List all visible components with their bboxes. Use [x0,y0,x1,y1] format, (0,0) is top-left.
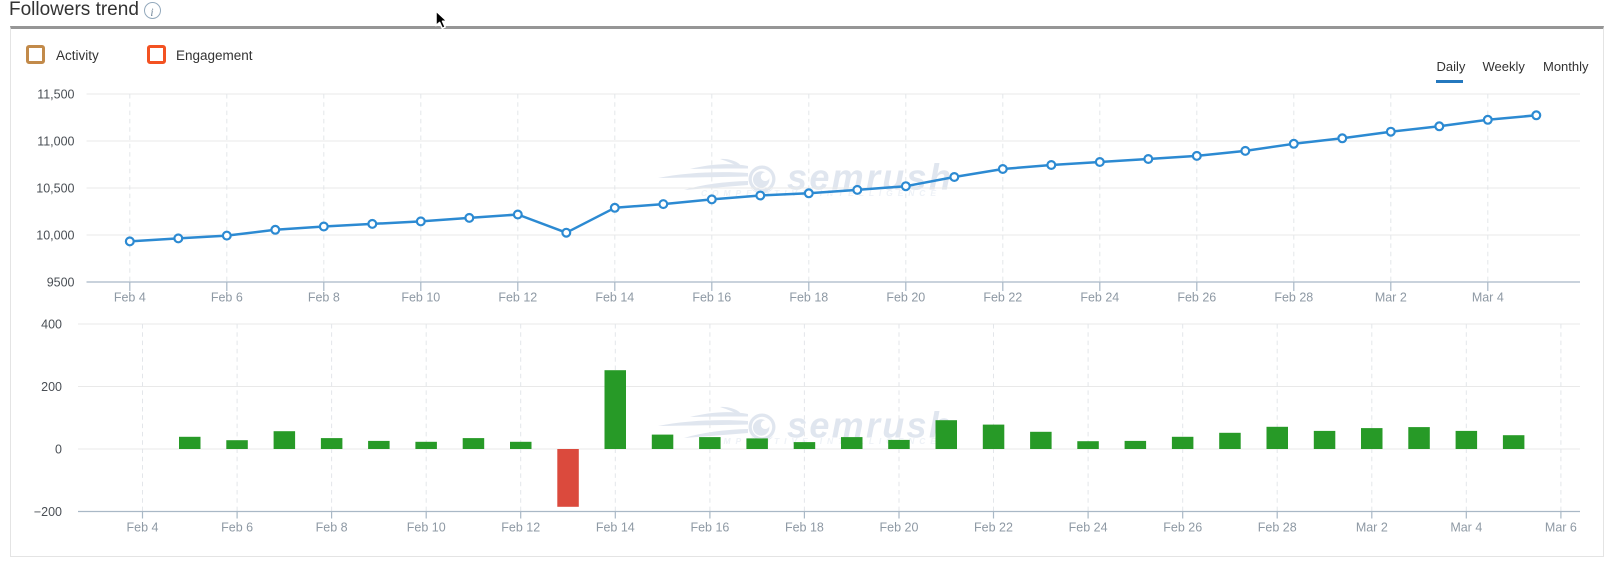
svg-text:Feb 22: Feb 22 [983,291,1022,305]
svg-text:Feb 20: Feb 20 [886,291,925,305]
svg-text:Mar 2: Mar 2 [1356,521,1388,535]
svg-text:Mar 6: Mar 6 [1545,521,1577,535]
svg-text:Feb 14: Feb 14 [595,291,634,305]
svg-text:semrush: semrush [787,405,953,446]
svg-text:Feb 12: Feb 12 [501,521,540,535]
svg-text:COMPETITIVE INTELLIGENCE: COMPETITIVE INTELLIGENCE [701,436,941,446]
svg-text:11,500: 11,500 [37,88,74,102]
svg-text:Feb 20: Feb 20 [880,521,919,535]
svg-text:−200: −200 [34,505,62,519]
svg-text:10,500: 10,500 [36,182,74,196]
svg-text:Feb 18: Feb 18 [789,291,828,305]
svg-text:Feb 6: Feb 6 [221,521,253,535]
svg-text:Feb 4: Feb 4 [127,521,159,535]
svg-text:Feb 24: Feb 24 [1069,521,1108,535]
svg-text:Feb 28: Feb 28 [1274,291,1313,305]
svg-text:Feb 12: Feb 12 [498,291,537,305]
svg-text:Feb 26: Feb 26 [1163,521,1202,535]
svg-text:Feb 8: Feb 8 [316,521,348,535]
svg-text:Feb 18: Feb 18 [785,521,824,535]
svg-text:Feb 26: Feb 26 [1177,291,1216,305]
svg-text:9500: 9500 [47,276,75,290]
svg-text:Feb 4: Feb 4 [114,291,146,305]
svg-text:Feb 10: Feb 10 [407,521,446,535]
svg-text:Feb 16: Feb 16 [690,521,729,535]
svg-text:Mar 4: Mar 4 [1472,291,1504,305]
svg-text:400: 400 [41,318,62,332]
svg-text:Feb 6: Feb 6 [211,291,243,305]
svg-text:Mar 2: Mar 2 [1375,291,1407,305]
svg-text:Mar 4: Mar 4 [1450,521,1482,535]
svg-text:11,000: 11,000 [37,135,74,149]
svg-text:Feb 28: Feb 28 [1258,521,1297,535]
svg-text:Feb 22: Feb 22 [974,521,1013,535]
svg-text:0: 0 [55,443,62,457]
svg-text:10,000: 10,000 [36,229,74,243]
svg-text:Feb 10: Feb 10 [401,291,440,305]
svg-text:Feb 24: Feb 24 [1080,291,1119,305]
svg-text:Feb 8: Feb 8 [308,291,340,305]
svg-text:200: 200 [41,380,62,394]
svg-text:Feb 14: Feb 14 [596,521,635,535]
svg-text:Feb 16: Feb 16 [692,291,731,305]
svg-text:semrush: semrush [787,157,953,198]
